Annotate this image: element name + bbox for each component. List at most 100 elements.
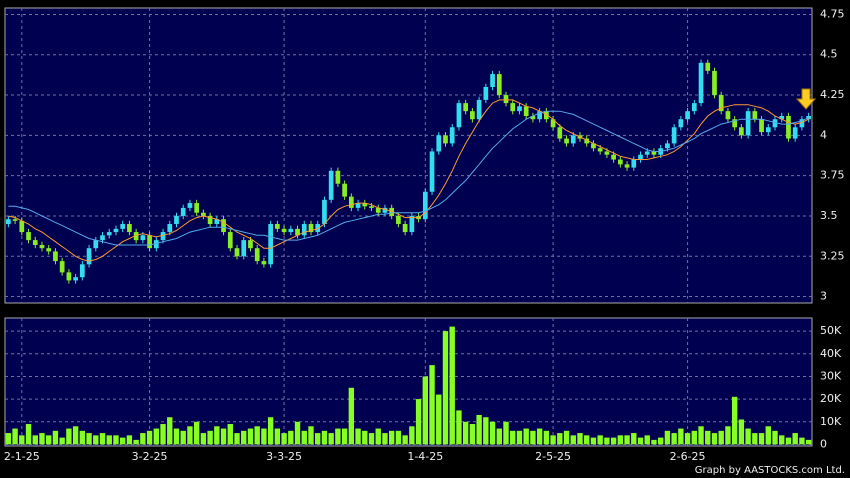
candle-body (180, 207, 186, 216)
candle-body (261, 261, 267, 265)
candle-body (799, 119, 805, 128)
volume-bar (805, 439, 812, 445)
candle-body (786, 116, 791, 139)
volume-bar (698, 426, 704, 445)
candle-body (584, 138, 590, 144)
volume-bar (550, 435, 556, 445)
candle-body (275, 224, 280, 229)
candle-body (422, 191, 428, 220)
candle-body (530, 116, 536, 120)
volume-bar (590, 437, 597, 445)
volume-bar (610, 437, 617, 445)
candle-body (53, 251, 58, 262)
volume-bar (146, 430, 153, 445)
candle-body (678, 119, 684, 128)
volume-bar (779, 435, 785, 445)
candle-body (638, 154, 643, 160)
candle-body (93, 240, 99, 249)
volume-bar (530, 430, 536, 445)
volume-bar (462, 421, 469, 445)
candle-body (490, 74, 495, 87)
x-tick-label: 3-2-25 (132, 450, 168, 463)
candle-body (779, 116, 785, 120)
volume-bar (422, 376, 429, 445)
volume-bar (772, 430, 778, 445)
candle-body (436, 135, 442, 152)
volume-bar (362, 430, 368, 445)
candle-body (194, 203, 200, 213)
volume-panel (4, 317, 813, 447)
candle-body (301, 224, 307, 236)
volume-bar (442, 331, 449, 445)
candle-body (348, 196, 354, 208)
candle-body (698, 62, 704, 104)
candle-body (248, 240, 253, 249)
volume-bar (52, 430, 59, 445)
volume-bar (657, 437, 664, 445)
volume-bar (39, 433, 45, 445)
volume-bar (294, 421, 301, 445)
volume-bar (415, 399, 422, 445)
candle-body (254, 248, 260, 262)
candle-body (745, 111, 751, 136)
volume-bar (745, 428, 751, 445)
candle-body (79, 264, 85, 278)
candle-body (752, 111, 758, 120)
volume-bar (597, 435, 603, 445)
candle-body (644, 151, 650, 155)
candle-body (409, 215, 415, 233)
candle-body (19, 220, 25, 233)
volume-bar (261, 428, 267, 445)
volume-bar (241, 430, 247, 445)
candle-body (73, 277, 78, 281)
volume-bar (247, 428, 254, 445)
candle-body (268, 224, 273, 265)
volume-bar (301, 430, 307, 445)
volume-bar (496, 428, 502, 445)
candle-body (221, 219, 226, 233)
volume-bar (93, 435, 99, 445)
volume-bar (503, 421, 509, 445)
candle-body (322, 199, 327, 225)
candle-body (732, 119, 738, 128)
volume-bar (510, 430, 516, 445)
moving-average-line (8, 99, 809, 262)
candle-body (46, 248, 52, 252)
volume-bar (671, 433, 677, 445)
volume-bar (267, 417, 274, 445)
candle-body (597, 148, 603, 152)
y-tick-label: 4.75 (820, 7, 845, 20)
y-tick-label: 30K (820, 369, 842, 382)
x-tick-label: 2-6-25 (670, 450, 706, 463)
candle-body (591, 143, 596, 149)
candle-body (160, 232, 166, 241)
candle-body (402, 224, 408, 233)
candle-body (174, 215, 179, 225)
volume-bar (476, 414, 482, 445)
moving-average-line (8, 110, 809, 246)
volume-bar (59, 437, 65, 445)
candle-body (510, 103, 516, 112)
candle-body (759, 119, 764, 133)
candle-body (147, 235, 152, 249)
volume-bar (328, 433, 334, 445)
volume-bar (691, 430, 698, 445)
volume-bar (5, 433, 12, 445)
candle-body (26, 232, 31, 241)
volume-bar (449, 326, 455, 445)
volume-bar (200, 433, 207, 445)
candle-body (806, 116, 811, 120)
volume-bar (489, 421, 496, 445)
y-tick-label: 4.25 (820, 88, 845, 101)
volume-bar (718, 430, 724, 445)
candle-body (557, 127, 563, 139)
candle-body (39, 244, 45, 249)
volume-bar (395, 430, 402, 445)
x-tick-label: 2-1-25 (4, 450, 40, 463)
volume-bar (234, 433, 240, 445)
volume-bar (799, 437, 805, 445)
candle-body (100, 235, 105, 241)
volume-bar (227, 424, 233, 445)
